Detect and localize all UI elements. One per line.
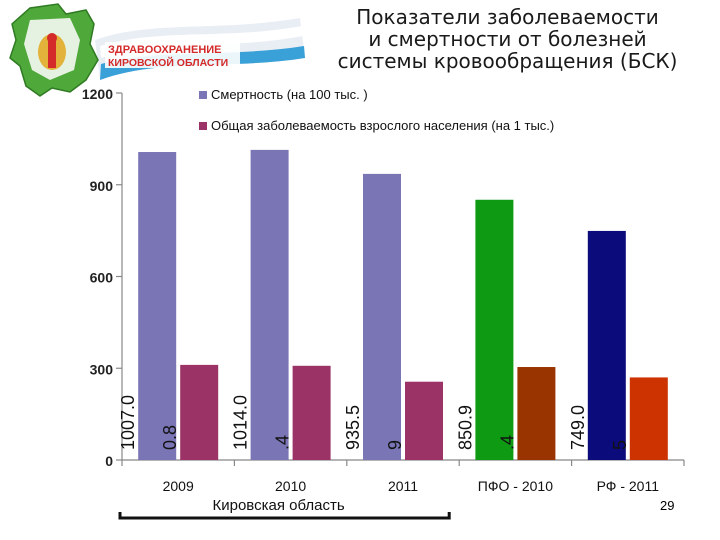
bar-mortality [250,149,289,460]
x-tick-label: 2009 [163,478,194,494]
legend-label: Смертность (на 100 тыс. ) [211,87,368,102]
y-tick-label: 600 [90,270,114,286]
data-label: 1007.0 [118,395,138,450]
data-label: 5 [610,440,630,450]
data-label: .4 [497,435,517,450]
x-tick-label: ПФО - 2010 [478,478,553,494]
data-label: 9 [385,440,405,450]
data-label: 935.5 [343,405,363,450]
x-tick-label: 2010 [275,478,306,494]
data-label: 1014.0 [231,395,251,450]
data-label: 0.8 [160,425,180,450]
data-label: .4 [273,435,293,450]
logo-line1: ЗДРАВООХРАНЕНИЕ [108,44,222,56]
logo-line2: КИРОВСКОЙ ОБЛАСТИ [108,56,228,69]
y-tick-label: 1200 [82,86,113,102]
bar-mortality [363,173,401,460]
bar-morbidity [180,364,219,460]
legend-label: Общая заболеваемость взрослого населения… [211,118,554,133]
slide-title: Показатели заболеваемости и смертности о… [300,6,715,72]
legend-swatch [199,91,207,99]
x-tick-label: 2011 [388,478,418,494]
bar-mortality [587,230,626,460]
bar-morbidity [405,381,443,460]
data-label: 749.0 [568,405,588,450]
x-tick-label: РФ - 2011 [597,478,660,494]
y-tick-label: 0 [105,453,113,469]
title-line-1: Показатели заболеваемости [356,5,659,29]
bar-mortality [138,152,177,461]
bar-mortality [475,199,514,460]
y-tick-label: 300 [90,361,114,377]
page-number: 29 [660,498,675,513]
bar-morbidity [292,365,331,460]
title-line-3: системы кровообращения (БСК) [337,49,678,73]
y-tick-label: 900 [90,178,114,194]
legend-swatch [199,122,207,130]
group-label: Кировская область [213,497,345,514]
logo: ЗДРАВООХРАНЕНИЕ КИРОВСКОЙ ОБЛАСТИ [9,3,305,97]
group-bracket [118,512,451,520]
bar-morbidity [517,367,556,460]
bar-morbidity [629,377,668,460]
data-label: 850.9 [455,405,475,450]
title-line-2: и смертности от болезней [368,27,647,51]
